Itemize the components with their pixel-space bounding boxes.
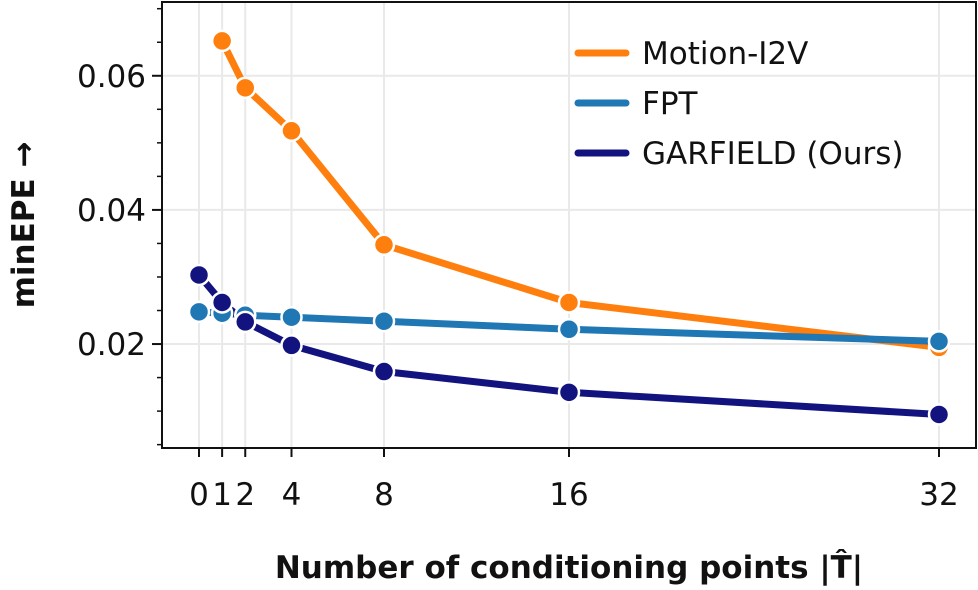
data-point <box>210 29 234 53</box>
data-point <box>372 360 396 383</box>
x-tick-label: 1 <box>212 477 232 513</box>
x-tick-label: 16 <box>549 477 588 513</box>
grid <box>162 2 976 448</box>
x-tick-label: 0 <box>189 477 209 513</box>
y-tick-label: 0.06 <box>77 59 146 95</box>
data-point <box>280 305 303 329</box>
legend-label: Motion-I2V <box>642 36 808 72</box>
data-point <box>372 233 396 257</box>
data-point <box>187 263 211 287</box>
legend-label: GARFIELD (Ours) <box>642 136 903 172</box>
data-point <box>234 76 257 100</box>
x-tick-label: 32 <box>919 477 958 513</box>
data-point <box>280 119 303 143</box>
data-point <box>557 291 581 314</box>
data-point <box>927 330 951 353</box>
data-point <box>557 318 581 341</box>
x-tick-label: 4 <box>282 477 302 513</box>
data-point <box>234 310 257 334</box>
y-tick-label: 0.02 <box>77 327 146 363</box>
data-point <box>927 403 951 426</box>
legend: Motion-I2V FPT GARFIELD (Ours) <box>574 36 903 172</box>
data-point <box>557 381 581 404</box>
x-tick-label: 2 <box>235 477 255 513</box>
x-axis-title: Number of conditioning points |T̂| <box>275 550 863 586</box>
series-layer <box>187 29 951 426</box>
data-point <box>372 309 396 333</box>
x-tick-label: 8 <box>374 477 394 513</box>
data-point <box>187 300 211 324</box>
series-line-0 <box>218 37 943 351</box>
data-point <box>280 334 303 357</box>
y-axis-title: minEPE → <box>6 142 42 309</box>
data-point <box>210 291 234 314</box>
legend-label: FPT <box>642 86 699 122</box>
axis-ticks: 0 1 2 4 8 16 32 0.02 0.04 0.06 <box>77 7 959 513</box>
y-tick-label: 0.04 <box>77 193 146 229</box>
